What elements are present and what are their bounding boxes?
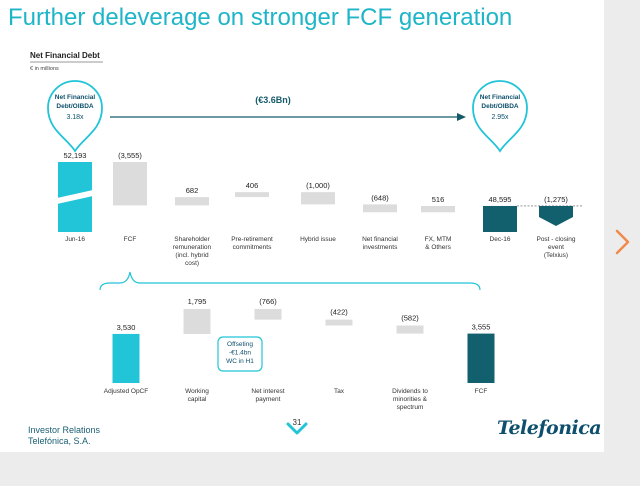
tick-label: Tax (334, 388, 345, 395)
bar (183, 308, 211, 334)
callout-value: 3.18x (66, 114, 84, 121)
tick-label: Working (185, 388, 209, 395)
chevron-right-icon[interactable] (612, 228, 632, 256)
data-label: (422) (330, 308, 348, 317)
page-number: 31 (292, 418, 302, 427)
ratio-callout (47, 80, 103, 153)
data-label: (1,000) (306, 181, 330, 190)
data-label: 682 (186, 186, 199, 195)
note-text: -€1.4bn (229, 350, 251, 357)
data-label: (648) (371, 193, 389, 202)
chart-title: Net Financial Debt (30, 51, 100, 60)
bar (396, 325, 424, 334)
tick-label: spectrum (397, 404, 424, 411)
tick-label: Dividends to (392, 388, 428, 395)
data-label: 3,530 (117, 323, 136, 332)
data-label: 52,193 (64, 151, 87, 160)
data-label: (766) (259, 297, 277, 306)
tick-label: cost) (185, 260, 199, 267)
ratio-callout (472, 80, 528, 153)
tick-label: remuneration (173, 244, 212, 251)
bar (175, 197, 209, 206)
slide: Further deleverage on stronger FCF gener… (0, 0, 604, 452)
tick-label: FCF (124, 236, 137, 243)
callout-label: Net Financial (55, 94, 96, 101)
slide-title: Further deleverage on stronger FCF gener… (8, 4, 513, 31)
data-label: (1,275) (544, 195, 568, 204)
callout-label: Net Financial (480, 94, 521, 101)
callout-bubble (47, 80, 103, 153)
bar (112, 333, 140, 383)
tick-label: Pre-retirement (231, 236, 273, 243)
axis-break (57, 190, 93, 204)
callout-label: Debt/OIBDA (56, 103, 94, 110)
tick-label: & Others (425, 244, 451, 251)
bar (301, 192, 335, 205)
callout-value: 2.95x (491, 114, 509, 121)
data-label: (3,555) (118, 151, 142, 160)
tick-label: investments (363, 244, 398, 251)
chevron-down-icon (286, 422, 308, 435)
waterfall-charts: Net Financial Debt € in millions 52,193 Jun… (30, 51, 583, 411)
tick-label: minorities & (393, 396, 428, 403)
tick-label: event (548, 244, 564, 251)
axis-break (482, 190, 518, 204)
tick-label: commitments (233, 244, 272, 251)
change-label: (€3.6Bn) (255, 95, 291, 105)
footer-line: Telefónica, S.A. (28, 436, 91, 446)
data-label: (582) (401, 313, 419, 322)
bar (467, 333, 495, 383)
tick-label: payment (256, 396, 281, 403)
telefonica-logo: Telefonica (497, 417, 602, 439)
data-label: 516 (432, 195, 445, 204)
chart-subtitle: € in millions (30, 66, 59, 72)
callout-label: Debt/OIBDA (481, 103, 519, 110)
bar (483, 205, 517, 232)
tick-label: Shareholder (174, 236, 210, 243)
tick-label: capital (188, 396, 207, 403)
callout-bubble (472, 80, 528, 153)
tick-label: Hybrid issue (300, 236, 336, 243)
note-text: WC in H1 (226, 358, 254, 365)
data-label: 1,795 (188, 297, 207, 306)
tick-label: Post - closing (536, 236, 575, 243)
tick-label: FCF (475, 388, 488, 395)
tick-label: Adjusted OpCF (104, 388, 148, 395)
bar (363, 204, 397, 213)
bar (235, 192, 269, 198)
tick-label: Net interest (251, 388, 284, 395)
tick-label: (incl. hybrid (175, 252, 209, 259)
bar (113, 162, 147, 206)
tick-label: Dec-16 (490, 236, 511, 243)
note-text: Offseting (227, 341, 253, 348)
note-box (217, 336, 263, 372)
bar (539, 205, 573, 226)
bar (254, 308, 282, 320)
data-label: 3,555 (472, 323, 491, 332)
tick-label: Net financial (362, 236, 398, 243)
bar (421, 205, 455, 213)
footer-line: Investor Relations (28, 425, 101, 435)
tick-label: (Telxius) (544, 252, 568, 259)
bracket (99, 271, 481, 291)
bar (325, 319, 353, 326)
footer-organization: Investor Relations Telefónica, S.A. (28, 425, 100, 447)
arrow-head (457, 113, 466, 121)
data-label: 406 (246, 181, 259, 190)
tick-label: FX, MTM (425, 236, 452, 243)
tick-label: Jun-16 (65, 236, 85, 243)
data-label: 48,595 (489, 195, 512, 204)
